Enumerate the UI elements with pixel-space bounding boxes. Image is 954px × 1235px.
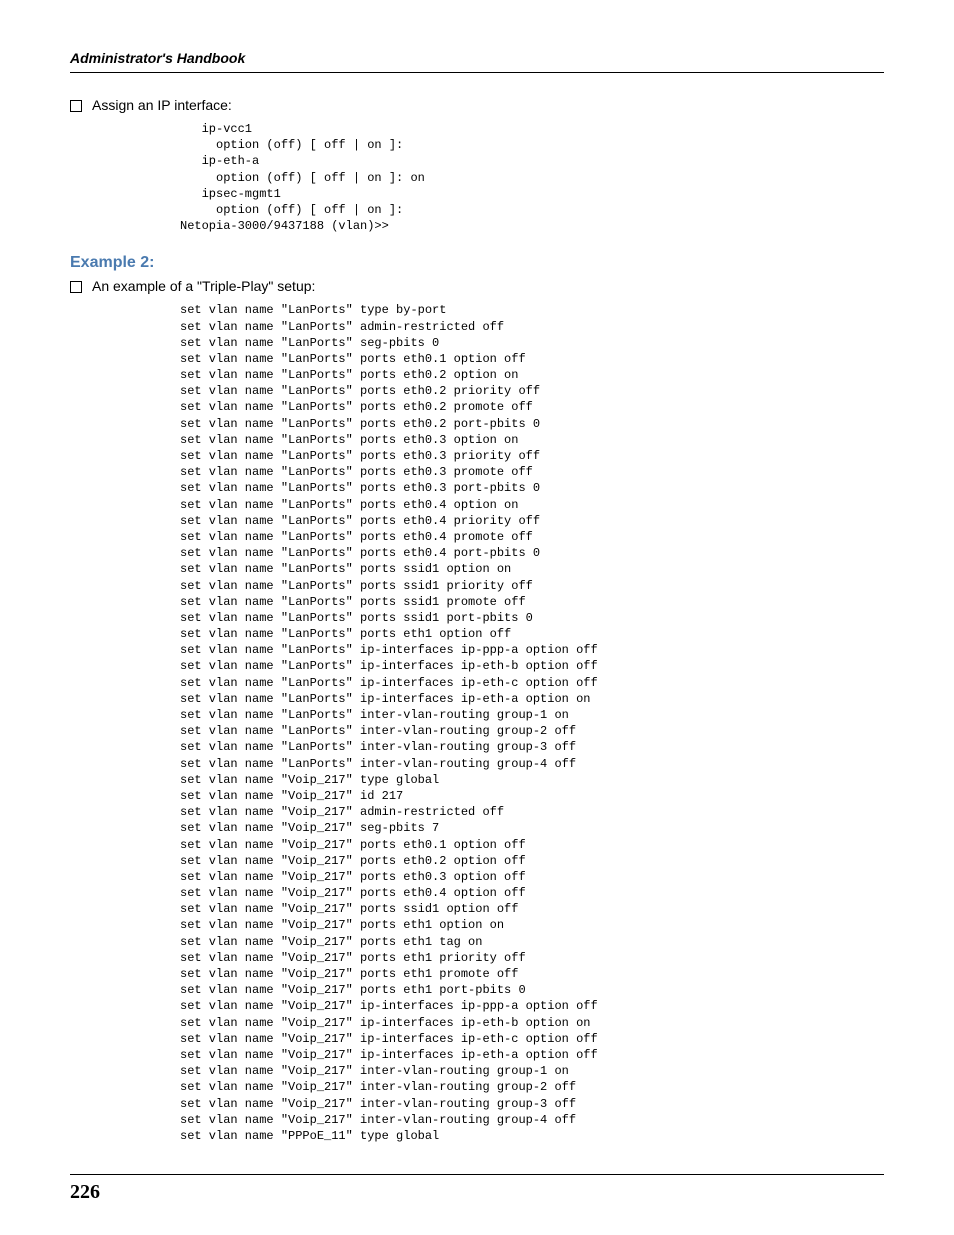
- footer-rule: [70, 1174, 884, 1175]
- code-block-triple-play: set vlan name "LanPorts" type by-port se…: [180, 302, 884, 1144]
- page-number: 226: [70, 1181, 884, 1204]
- page-header-title: Administrator's Handbook: [70, 50, 884, 66]
- bullet-item-assign-ip: Assign an IP interface:: [70, 97, 884, 113]
- header-rule: [70, 72, 884, 73]
- bullet-box-icon: [70, 281, 82, 293]
- code-block-ip-interface: ip-vcc1 option (off) [ off | on ]: ip-et…: [180, 121, 884, 234]
- bullet-item-triple-play: An example of a "Triple-Play" setup:: [70, 278, 884, 294]
- bullet-text: Assign an IP interface:: [92, 97, 232, 113]
- bullet-box-icon: [70, 100, 82, 112]
- document-page: Administrator's Handbook Assign an IP in…: [0, 0, 954, 1234]
- example2-heading: Example 2:: [70, 254, 884, 272]
- bullet-text: An example of a "Triple-Play" setup:: [92, 278, 315, 294]
